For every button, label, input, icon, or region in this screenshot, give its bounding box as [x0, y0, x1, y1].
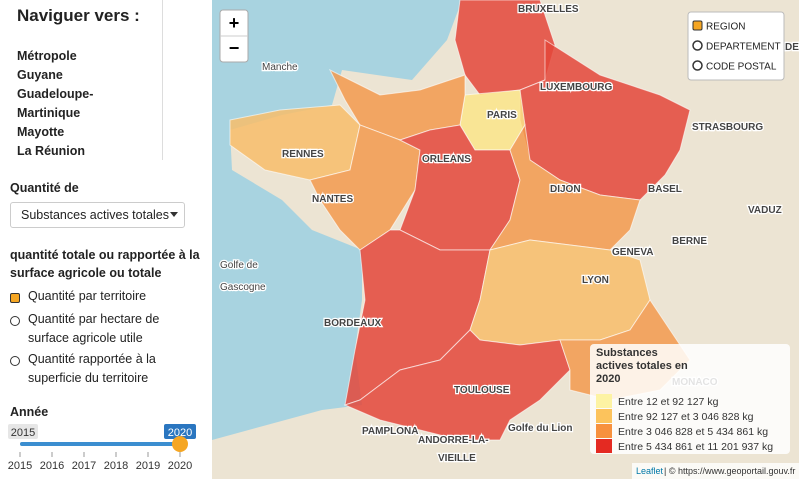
place-label: GENEVA — [612, 247, 654, 258]
title: Naviguer vers : — [17, 6, 140, 25]
place-label: BASEL — [648, 184, 682, 195]
legend-swatch — [596, 394, 612, 408]
value-badge — [164, 424, 196, 439]
place-label: VADUZ — [748, 205, 782, 216]
place-label: ORLEANS — [422, 154, 471, 165]
attribution: | © https://www.geoportail.gouv.fr — [664, 466, 795, 476]
attribution-box — [632, 463, 799, 479]
slider-tick-label: 2015 — [8, 460, 32, 472]
zoom-control: + − — [219, 9, 249, 63]
place-label: NANTES — [312, 194, 353, 205]
option-label: Quantité rapportée à la superficie du te… — [28, 352, 156, 385]
layer-label: REGION — [706, 22, 745, 33]
legend-title-box: Substances actives totales en 2020 — [596, 347, 688, 385]
layer-radio[interactable] — [692, 60, 703, 71]
min-badge — [8, 424, 38, 439]
caret — [170, 212, 178, 221]
legend-swatch — [596, 409, 612, 423]
slider-tick-label: 2019 — [136, 460, 160, 472]
min-label: 2015 — [11, 427, 35, 439]
legend-label: Entre 12 et 92 127 kg — [618, 396, 719, 408]
layer-radio[interactable] — [692, 40, 703, 51]
sidebar: Naviguer vers : Quantité de Substances a… — [0, 0, 205, 479]
nav-link[interactable]: La Réunion — [17, 144, 86, 158]
zoom-in[interactable]: + — [229, 13, 240, 33]
value-label: 2020 — [168, 427, 192, 439]
map: Manche Golfe de Gascogne PARIS LUXEMBOURG BRU… — [212, 0, 799, 479]
select[interactable]: Substances actives totales — [10, 202, 185, 228]
select-value: Substances actives totales — [21, 208, 169, 222]
layer-label: DEPARTEMENT — [706, 42, 781, 53]
label: Année — [10, 405, 49, 419]
place-label: PARIS — [487, 110, 517, 121]
option-label: Quantité par territoire — [28, 289, 147, 303]
legend-title: Substances actives totales en 2020 — [596, 347, 688, 385]
place-label: BRUXELLES — [518, 4, 579, 15]
attribution-link[interactable]: Leaflet — [636, 466, 664, 476]
question: quantité totale ou rapportée à la surfac… — [10, 248, 200, 280]
slider-tick-label: 2017 — [72, 460, 96, 472]
nav-link[interactable]: Guadeloupe- — [17, 87, 94, 101]
regions — [229, 0, 691, 441]
place-label: BORDEAUX — [324, 318, 382, 329]
nav-link[interactable]: Mayotte — [17, 125, 65, 139]
place-label: STRASBOURG — [692, 122, 763, 133]
legend-swatch — [596, 424, 612, 438]
slider-tick-label: 2020 — [168, 460, 192, 472]
legend-label: Entre 5 434 861 et 11 201 937 kg — [618, 441, 773, 453]
divider — [162, 0, 163, 160]
label: Quantité de — [10, 181, 79, 195]
nav-link[interactable]: Métropole — [17, 49, 77, 63]
place-label: Golfe de — [220, 260, 258, 271]
zoom-out[interactable]: − — [229, 38, 240, 58]
place-label: TOULOUSE — [454, 385, 510, 396]
radio[interactable] — [10, 316, 20, 326]
layer-label: CODE POSTAL — [706, 62, 777, 73]
slider-fill — [20, 442, 180, 446]
option-label: Quantité par hectare de surface agricole… — [28, 312, 160, 345]
layer-radio[interactable] — [692, 20, 703, 31]
place-label: BERNE — [672, 236, 707, 247]
place-label: Manche — [262, 62, 298, 73]
place-label: LYON — [582, 275, 609, 286]
nav-link[interactable]: Martinique — [17, 106, 81, 120]
place-label: ANDORRE-LA- — [418, 435, 489, 446]
place-label: PAMPLONA — [362, 426, 418, 437]
slider-handle[interactable] — [172, 436, 188, 452]
slider-tick-label: 2016 — [40, 460, 64, 472]
place-label: DIJON — [550, 184, 581, 195]
region[interactable] — [488, 123, 641, 251]
place-label: VIEILLE — [438, 453, 476, 464]
layer-control — [687, 11, 785, 81]
place-label: Golfe du Lion — [508, 423, 572, 434]
slider[interactable]: 2015 2020 2015 2016 2017 2018 2019 2020 — [0, 420, 205, 480]
place-label: LUXEMBOURG — [540, 82, 612, 93]
nav-link[interactable]: Guyane — [17, 68, 63, 82]
legend — [590, 344, 790, 454]
place-label: Gascogne — [220, 282, 266, 293]
legend-label: Entre 92 127 et 3 046 828 kg — [618, 411, 754, 423]
place-label: RENNES — [282, 149, 324, 160]
legend-swatch — [596, 439, 612, 453]
radio[interactable] — [10, 356, 20, 366]
legend-label: Entre 3 046 828 et 5 434 861 kg — [618, 426, 768, 438]
slider-tick-label: 2018 — [104, 460, 128, 472]
radio[interactable] — [10, 293, 20, 303]
